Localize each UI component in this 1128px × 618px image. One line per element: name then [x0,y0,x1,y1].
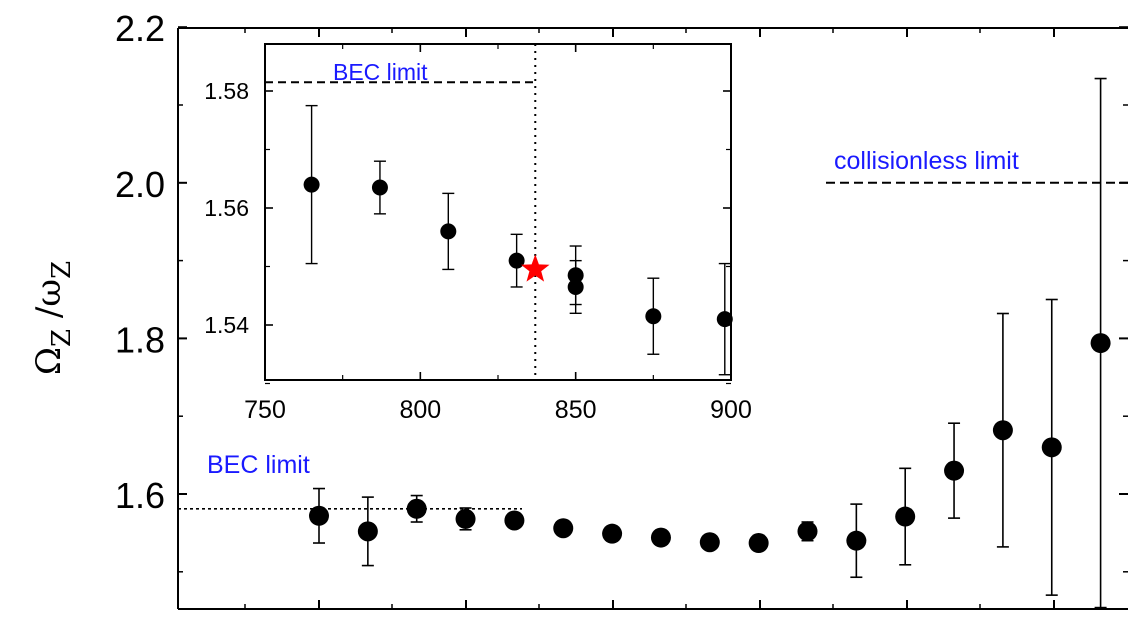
ylabel-sep-sub: Z [47,261,77,279]
main-collisionless-limit-label: collisionless limit [834,147,1019,175]
inset-data-point [645,308,662,325]
inset-x-tick-label: 750 [244,396,286,424]
inset-star-marker [521,254,550,282]
main-y-tick-label: 1.6 [115,475,165,516]
main-data-point [992,420,1013,441]
main-data-point [699,532,720,553]
inset-plot: 750 800 850 900 1.54 1.56 1.58 BEC limit [204,43,752,424]
inset-data-point [716,311,733,328]
main-data-point [1090,333,1111,354]
main-data-point [406,498,427,519]
main-y-tick-label: 2.0 [115,164,165,205]
inset-y-tick-label: 1.54 [204,312,249,338]
ylabel-omega: Ω [29,347,69,375]
inset-y-tick-label: 1.58 [204,78,249,104]
main-data-point [553,518,574,539]
main-data-point [504,510,525,531]
main-y-tick-label: 2.2 [115,8,165,49]
main-data-point [309,505,329,526]
main-data-point [1041,437,1062,458]
main-y-tick-label: 1.8 [115,319,165,360]
inset-x-tick-label: 850 [555,396,597,424]
inset-data-point [440,223,457,240]
ylabel-omega-sub: Z [47,329,77,347]
inset-x-tick-label: 900 [710,396,752,424]
main-data-point [797,521,818,542]
main-y-axis-label: ΩZ /ωZ [29,261,77,375]
main-data-point [895,506,916,527]
main-data-point [748,533,769,554]
inset-data-point [303,176,320,193]
inset-data-point [371,179,388,196]
inset-y-tick-label: 1.56 [204,195,249,221]
inset-bec-limit-label: BEC limit [333,59,428,85]
main-data-point [650,527,671,548]
inset-frame [264,43,732,381]
main-data-point [357,521,378,542]
main-data-point [846,530,867,551]
main-data-point [602,523,623,544]
inset-data-point [567,278,584,295]
ylabel-sep: /ω [29,279,69,329]
main-bec-limit-label: BEC limit [207,451,310,479]
main-data-point [944,460,965,481]
main-data-point [455,508,476,529]
inset-data-point [508,252,525,269]
inset-x-tick-label: 800 [399,396,441,424]
